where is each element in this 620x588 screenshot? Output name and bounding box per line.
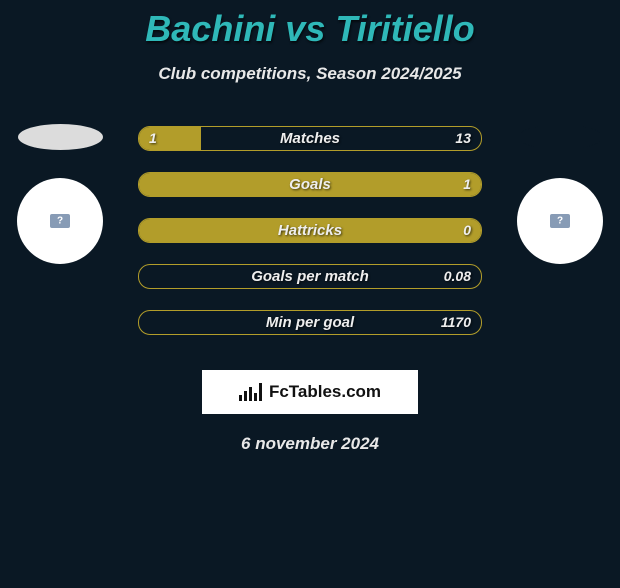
stat-bar: Goals per match0.08 [138, 264, 482, 289]
stat-bar-label: Min per goal [139, 311, 481, 334]
stats-bars: Matches113Goals1Hattricks0Goals per matc… [138, 126, 482, 356]
stat-bar: Hattricks0 [138, 218, 482, 243]
stat-value-right: 13 [455, 127, 471, 150]
stat-value-right: 1 [463, 173, 471, 196]
avatar-right [517, 178, 603, 264]
stat-bar-label: Goals per match [139, 265, 481, 288]
stat-bar: Min per goal1170 [138, 310, 482, 335]
stat-bar-label: Goals [139, 173, 481, 196]
player-left-column [0, 0, 120, 264]
player-right-column [500, 0, 620, 264]
stat-bar-label: Matches [139, 127, 481, 150]
stat-value-right: 1170 [441, 311, 471, 334]
stat-value-left: 1 [149, 127, 157, 150]
stat-bar: Goals1 [138, 172, 482, 197]
stat-bar-label: Hattricks [139, 219, 481, 242]
stat-value-right: 0 [463, 219, 471, 242]
date: 6 november 2024 [0, 434, 620, 454]
chart-icon [239, 383, 263, 401]
logo-text: FcTables.com [269, 382, 381, 402]
stat-bar: Matches1 13 [138, 126, 482, 151]
avatar-left [17, 178, 103, 264]
source-logo: FcTables.com [202, 370, 418, 414]
flag-right [518, 124, 603, 150]
flag-left [18, 124, 103, 150]
stat-value-right: 0.08 [444, 265, 471, 288]
